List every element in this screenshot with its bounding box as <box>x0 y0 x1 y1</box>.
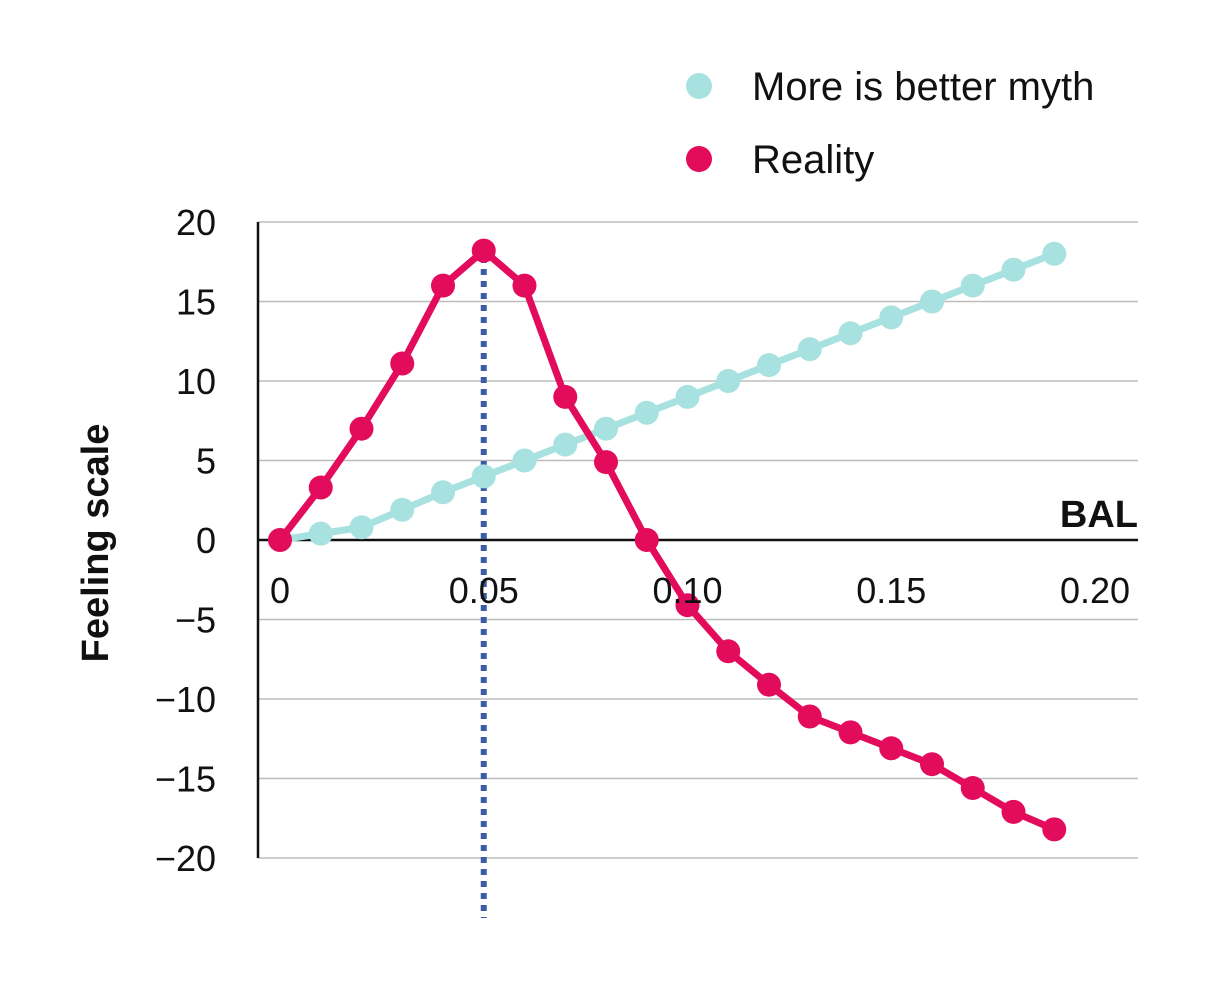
data-point <box>757 353 781 378</box>
data-point <box>797 704 822 729</box>
data-point <box>838 321 863 346</box>
data-point <box>512 448 537 473</box>
x-tick-label: 0 <box>270 570 290 611</box>
data-point <box>268 528 292 552</box>
data-point <box>879 736 904 761</box>
x-axis-label: BAL <box>1060 494 1138 536</box>
legend-marker <box>686 146 712 172</box>
y-tick-label: −20 <box>155 838 216 879</box>
x-tick-label: 0.05 <box>449 570 519 611</box>
data-point <box>390 497 415 522</box>
data-point <box>1001 257 1026 282</box>
x-tick-label: 0.15 <box>856 570 926 611</box>
data-point <box>675 593 700 618</box>
data-point <box>960 776 985 801</box>
data-point <box>308 475 333 500</box>
data-point <box>594 416 618 441</box>
data-point <box>797 337 822 362</box>
data-point <box>920 752 944 777</box>
data-point <box>838 720 863 745</box>
y-tick-label: 5 <box>196 441 216 482</box>
data-point <box>553 432 578 457</box>
data-point <box>553 384 578 409</box>
y-axis-label: Feeling scale <box>75 424 117 663</box>
data-point <box>471 464 496 489</box>
y-tick-label: −15 <box>155 759 216 800</box>
data-point <box>634 528 659 552</box>
data-point <box>920 289 944 314</box>
data-point <box>512 273 537 298</box>
legend-label: More is better myth <box>752 65 1094 109</box>
y-tick-label: 15 <box>176 282 216 323</box>
legend: More is better myth Reality <box>686 65 1094 182</box>
axes <box>256 222 1138 858</box>
tick-labels: 20 15 10 5 0 −5 −10 −15 −20 0 0.05 0.10 0.15 0.20 <box>155 202 1130 879</box>
y-tick-label: 20 <box>176 202 216 243</box>
data-point <box>349 515 374 540</box>
data-point <box>1042 241 1067 266</box>
series-group <box>268 238 1067 842</box>
data-point <box>390 351 415 376</box>
data-point <box>675 384 700 409</box>
legend-marker <box>686 73 712 99</box>
data-point <box>1001 799 1026 824</box>
y-tick-label: −10 <box>155 679 216 720</box>
x-tick-label: 0.20 <box>1060 570 1130 611</box>
data-point <box>594 450 618 475</box>
y-tick-label: 10 <box>176 361 216 402</box>
y-tick-label: −5 <box>175 600 216 641</box>
x-tick-label: 0.10 <box>652 570 722 611</box>
data-point <box>349 416 374 441</box>
data-point <box>308 521 333 546</box>
data-point <box>716 369 741 393</box>
data-point <box>634 400 659 425</box>
data-point <box>879 305 904 330</box>
data-point <box>1042 817 1067 842</box>
data-point <box>431 480 455 505</box>
legend-label: Reality <box>752 138 874 182</box>
y-tick-label: 0 <box>196 520 216 561</box>
data-point <box>960 273 985 298</box>
data-point <box>716 639 741 664</box>
data-point <box>431 273 455 298</box>
data-point <box>471 238 496 263</box>
data-point <box>757 672 781 697</box>
